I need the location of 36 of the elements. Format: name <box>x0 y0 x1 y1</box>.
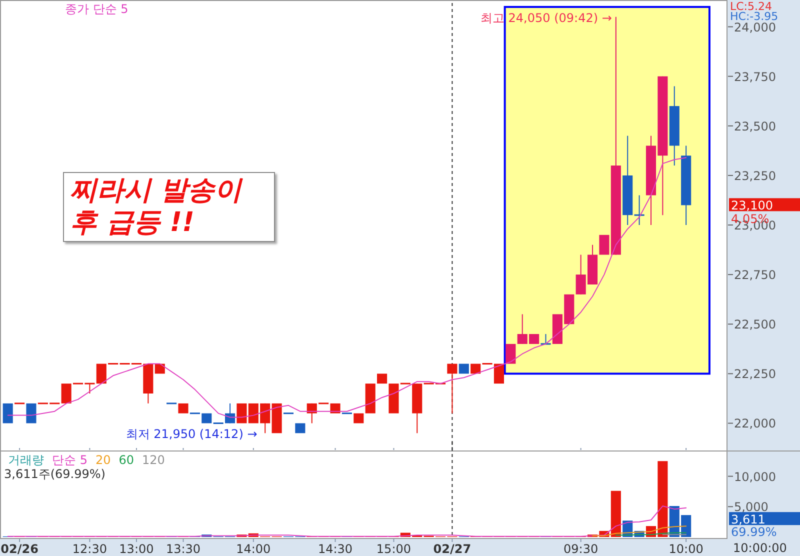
text: 23,100 <box>731 198 773 213</box>
x-tick-label: 14:30 <box>318 542 353 556</box>
legend-title: 거래량 <box>8 453 44 467</box>
text: 120 <box>142 453 165 467</box>
y-tick-label: 5,000 <box>734 500 768 514</box>
text: HC:-3.95 <box>730 10 778 23</box>
text: 10:00:00 <box>733 541 787 555</box>
y-tick-label: 24,000 <box>734 20 776 34</box>
text: 20 <box>95 453 111 467</box>
text: 69.99% <box>731 525 777 540</box>
annotation: 3,611주(69.99%) <box>4 467 106 481</box>
text: 종가 단순 5 <box>65 2 128 16</box>
y-tick-label: 23,250 <box>734 168 776 183</box>
annotation: 최저 21,950 (14:12) → <box>126 427 258 442</box>
y-tick-label: 10,000 <box>734 470 776 484</box>
x-tick-label: 02/26 <box>0 542 38 556</box>
text: 60 <box>118 453 134 467</box>
x-tick-label: 13:30 <box>166 542 201 556</box>
text: 단순 5 <box>52 453 88 467</box>
x-tick-label: 13:00 <box>119 542 154 556</box>
x-tick-label: 12:30 <box>72 542 107 556</box>
y-tick-label: 22,000 <box>734 416 776 431</box>
annotation: 찌라시 발송이후 급등 !! <box>63 172 275 242</box>
y-tick-label: 23,750 <box>734 70 776 84</box>
y-tick-label: 22,250 <box>734 367 776 382</box>
x-tick-label: 15:00 <box>376 542 412 556</box>
y-tick-label: 23,500 <box>734 119 776 134</box>
x-tick-label: 02/27 <box>433 542 472 556</box>
x-tick-label: 09:30 <box>564 542 598 556</box>
text: LC:5.24 <box>730 0 772 13</box>
x-tick-label: 14:00 <box>236 542 271 556</box>
y-tick-label: 22,750 <box>734 268 776 282</box>
y-tick-label: 22,500 <box>734 318 776 332</box>
x-tick-label: 10:00 <box>668 542 704 556</box>
annotation: 최고 24,050 (09:42) → <box>480 10 612 25</box>
text: 3,611 <box>731 512 766 527</box>
